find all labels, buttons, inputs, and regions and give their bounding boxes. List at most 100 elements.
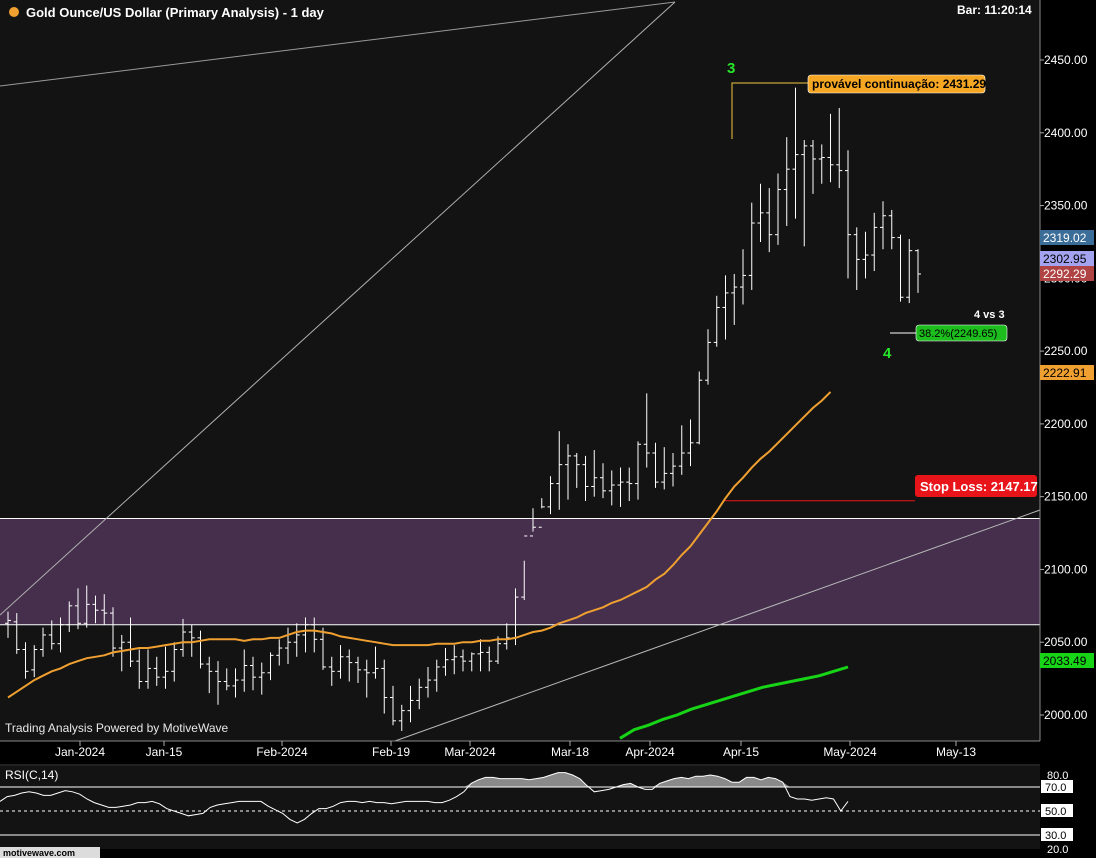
price-panel[interactable] xyxy=(0,0,1040,741)
price-bar[interactable] xyxy=(538,498,545,528)
price-bar[interactable] xyxy=(337,645,344,679)
price-bar[interactable] xyxy=(731,273,738,325)
price-bar[interactable] xyxy=(398,704,405,732)
price-bar[interactable] xyxy=(696,371,703,445)
price-bar[interactable] xyxy=(145,649,151,689)
price-bar[interactable] xyxy=(258,662,265,695)
price-bar[interactable] xyxy=(635,441,641,500)
trendline-channel-top[interactable] xyxy=(0,1,676,616)
price-bar[interactable] xyxy=(83,585,90,628)
price-bar[interactable] xyxy=(22,642,29,679)
price-bar[interactable] xyxy=(433,659,440,692)
price-bar[interactable] xyxy=(766,188,773,253)
price-bar[interactable] xyxy=(48,620,55,650)
price-bar[interactable] xyxy=(372,646,379,679)
price-bar[interactable] xyxy=(565,444,571,500)
price-bar[interactable] xyxy=(206,656,213,694)
price-bar[interactable] xyxy=(853,227,860,290)
time-axis[interactable]: Jan-2024 Jan-15 Feb-2024 Feb-19 Mar-2024 Mar-… xyxy=(0,740,1040,759)
price-bar[interactable] xyxy=(197,630,204,669)
price-bar[interactable] xyxy=(783,137,790,226)
price-bar[interactable] xyxy=(468,652,475,672)
price-bar[interactable] xyxy=(75,588,81,630)
price-bar[interactable] xyxy=(897,234,904,302)
price-bar[interactable] xyxy=(276,639,283,666)
fib-level-box[interactable] xyxy=(915,324,1008,342)
price-bar[interactable] xyxy=(713,295,720,347)
price-bar[interactable] xyxy=(302,617,309,653)
price-bar[interactable] xyxy=(880,201,886,250)
price-bar[interactable] xyxy=(285,627,291,665)
price-bar[interactable] xyxy=(687,419,694,467)
price-bar[interactable] xyxy=(705,329,711,385)
price-bar[interactable] xyxy=(416,678,423,710)
price-bar[interactable] xyxy=(661,447,668,490)
price-bar[interactable] xyxy=(40,627,46,657)
price-bar[interactable] xyxy=(722,275,729,340)
price-bar[interactable] xyxy=(320,627,326,670)
price-bar[interactable] xyxy=(556,431,563,510)
price-bar[interactable] xyxy=(101,594,108,625)
price-bar[interactable] xyxy=(5,611,11,638)
price-bar[interactable] xyxy=(617,467,624,507)
price-bar[interactable] xyxy=(757,183,764,242)
trendline-lower[interactable] xyxy=(394,509,1041,742)
price-bar[interactable] xyxy=(425,666,431,698)
price-bar[interactable] xyxy=(915,249,921,293)
price-bar[interactable] xyxy=(547,476,554,515)
price-bar[interactable] xyxy=(775,173,781,245)
price-bar[interactable] xyxy=(407,685,414,723)
price-bar[interactable] xyxy=(460,649,466,672)
price-bar[interactable] xyxy=(906,239,913,304)
price-bar[interactable] xyxy=(232,668,239,698)
price-bar[interactable] xyxy=(355,656,361,683)
price-bar[interactable] xyxy=(442,648,449,676)
price-bar[interactable] xyxy=(92,595,99,624)
price-bar[interactable] xyxy=(600,463,606,499)
price-bar[interactable] xyxy=(888,209,895,250)
price-bar[interactable] xyxy=(792,87,799,219)
price-bar[interactable] xyxy=(503,623,510,650)
price-bar[interactable] xyxy=(390,685,396,726)
price-bar[interactable] xyxy=(801,140,808,247)
price-bar[interactable] xyxy=(127,617,134,667)
price-bar[interactable] xyxy=(643,393,650,468)
price-bar[interactable] xyxy=(827,113,834,183)
price-bar[interactable] xyxy=(871,212,878,272)
price-bar[interactable] xyxy=(810,140,816,194)
price-bar[interactable] xyxy=(180,618,186,657)
trendline-upper[interactable] xyxy=(0,1,676,87)
price-bar[interactable] xyxy=(381,659,388,714)
price-bar[interactable] xyxy=(608,470,615,506)
price-bar[interactable] xyxy=(626,467,633,502)
price-bar[interactable] xyxy=(346,649,353,682)
price-bar[interactable] xyxy=(363,659,370,698)
price-bar[interactable] xyxy=(328,656,335,686)
price-bar[interactable] xyxy=(250,656,256,691)
price-bar[interactable] xyxy=(241,649,248,692)
price-bar[interactable] xyxy=(748,202,755,290)
price-bar[interactable] xyxy=(740,249,746,305)
price-bar[interactable] xyxy=(486,646,493,672)
price-bar[interactable] xyxy=(678,425,685,475)
price-bar[interactable] xyxy=(153,656,160,686)
price-bar[interactable] xyxy=(118,634,125,672)
price-bar[interactable] xyxy=(451,645,458,675)
price-bar[interactable] xyxy=(521,535,528,601)
price-bar[interactable] xyxy=(311,617,318,653)
price-bar[interactable] xyxy=(591,450,598,497)
price-bar[interactable] xyxy=(495,636,501,665)
price-bar[interactable] xyxy=(13,613,20,654)
price-bar[interactable] xyxy=(110,607,116,657)
price-bar[interactable] xyxy=(530,508,536,537)
price-bar[interactable] xyxy=(573,453,580,488)
price-bar[interactable] xyxy=(845,150,851,279)
price-bar[interactable] xyxy=(477,639,484,672)
price-bar[interactable] xyxy=(862,231,869,279)
price-bar[interactable] xyxy=(582,455,589,502)
price-bar[interactable] xyxy=(162,646,169,689)
price-bar[interactable] xyxy=(836,108,843,189)
price-bar[interactable] xyxy=(652,442,659,488)
price-bar[interactable] xyxy=(171,642,178,682)
